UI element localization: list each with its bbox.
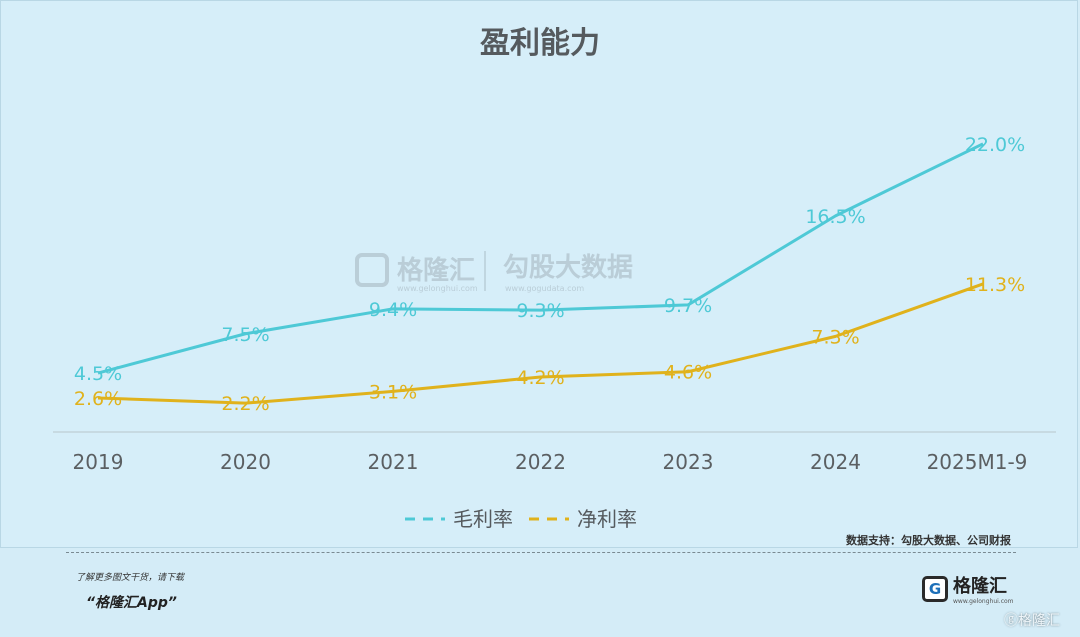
data-label-net-margin: 4.2%	[516, 367, 564, 389]
x-tick-label: 2021	[368, 450, 419, 474]
chart-title: 盈利能力	[480, 26, 600, 61]
data-source: 数据支持：勾股大数据、公司财报	[846, 533, 1012, 547]
watermark-data-brand: 勾股大数据	[503, 253, 633, 283]
x-tick-label: 2023	[663, 450, 714, 474]
legend: 毛利率 净利率	[405, 507, 637, 531]
x-axis-ticks: 2019 2020 2021 2022 2023 2024 2025M1-9	[73, 450, 1028, 474]
corner-watermark: ⓖ格隆汇	[1004, 613, 1060, 629]
x-tick-label: 2019	[73, 450, 124, 474]
data-label-gross-margin: 7.5%	[221, 324, 269, 346]
footer: 了解更多图文干货，请下载 “格隆汇App” G 格隆汇 www.gelonghu…	[0, 548, 1080, 637]
data-label-gross-margin: 4.5%	[74, 363, 122, 385]
footer-promo-text: 了解更多图文干货，请下载	[76, 573, 185, 583]
legend-label-net-margin: 净利率	[577, 507, 637, 531]
footer-divider	[66, 552, 1016, 553]
footer-app-name[interactable]: “格隆汇App”	[86, 595, 177, 611]
x-tick-label: 2024	[810, 450, 861, 474]
footer-logo-name: 格隆汇	[953, 576, 1007, 597]
logo-icon: G	[922, 575, 948, 602]
legend-label-gross-margin: 毛利率	[453, 507, 513, 531]
data-label-net-margin: 2.2%	[221, 393, 269, 415]
series-line-net-margin	[97, 282, 984, 405]
x-tick-label: 2020	[220, 450, 271, 474]
data-label-net-margin: 7.3%	[811, 326, 859, 348]
footer-logo[interactable]: G 格隆汇 www.gelonghui.com	[922, 572, 1014, 605]
watermark-data-url: www.gogudata.com	[505, 284, 584, 293]
data-label-gross-margin: 16.5%	[805, 206, 865, 228]
series-line-gross-margin	[97, 142, 984, 375]
series-layer: 4.5% 7.5% 9.4% 9.3% 9.7% 16.5% 22.0% 2.6% 2.2% 3.…	[74, 134, 1025, 415]
watermark-brand: 格隆汇	[397, 255, 475, 286]
x-tick-label: 2025M1-9	[927, 450, 1028, 474]
data-label-net-margin: 3.1%	[369, 381, 417, 403]
data-label-gross-margin: 9.3%	[516, 300, 564, 322]
line-chart: 盈利能力 格隆汇 www.gelonghui.com 勾股大数据 www.gog…	[53, 26, 1056, 547]
watermark: 格隆汇 www.gelonghui.com 勾股大数据 www.gogudata…	[355, 251, 633, 293]
data-label-net-margin: 11.3%	[965, 274, 1025, 296]
data-label-net-margin: 2.6%	[74, 388, 122, 410]
data-label-net-margin: 4.6%	[664, 362, 712, 384]
x-tick-label: 2022	[515, 450, 566, 474]
chart-panel: 盈利能力 格隆汇 www.gelonghui.com 勾股大数据 www.gog…	[0, 0, 1078, 548]
data-label-gross-margin: 9.7%	[664, 295, 712, 317]
data-label-gross-margin: 22.0%	[965, 134, 1025, 156]
watermark-logo-icon	[355, 253, 389, 287]
data-label-gross-margin: 9.4%	[369, 299, 417, 321]
watermark-brand-url: www.gelonghui.com	[397, 284, 478, 293]
footer-logo-url: www.gelonghui.com	[953, 598, 1014, 605]
